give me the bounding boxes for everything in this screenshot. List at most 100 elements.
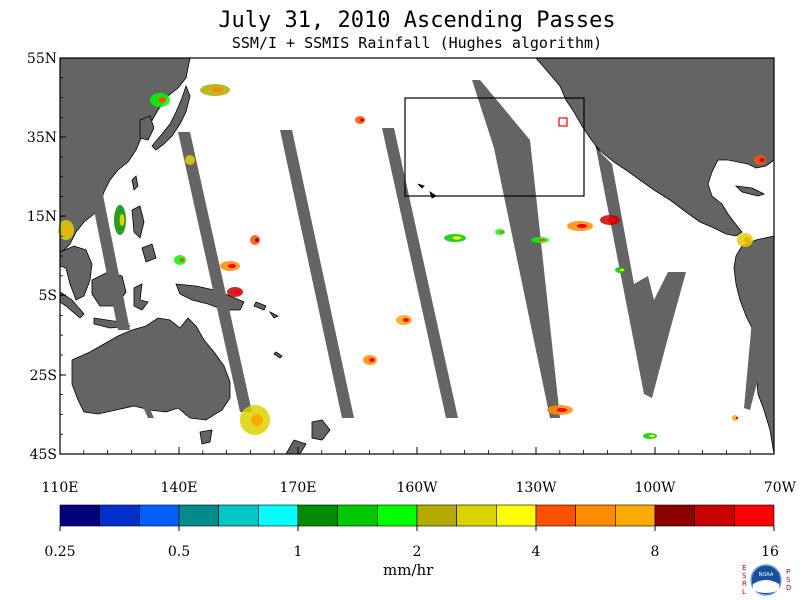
legend-swatch <box>258 504 299 527</box>
map-subtitle: SSM/I + SSMIS Rainfall (Hughes algorithm… <box>231 34 603 52</box>
legend-swatch <box>734 504 775 527</box>
rain-core <box>228 264 236 268</box>
region-box <box>404 97 585 197</box>
lon-label: 130W <box>515 480 557 496</box>
rain-core <box>190 158 194 162</box>
swath-3 <box>280 130 354 418</box>
land-hawaii <box>417 183 437 199</box>
location-marker <box>558 117 568 127</box>
lon-label: 110E <box>42 480 79 496</box>
swath-7 <box>744 320 768 410</box>
rain-core <box>500 230 504 234</box>
rain-core <box>119 214 125 226</box>
lon-label: 160W <box>396 480 438 496</box>
rain-core <box>233 290 241 294</box>
logo-esrl-s: S <box>742 572 747 580</box>
rain-core <box>759 158 765 162</box>
rain-core <box>649 434 655 438</box>
legend-tick-label: 1 <box>294 544 303 560</box>
rain-core <box>576 224 588 228</box>
swath-5 <box>472 80 560 418</box>
legend-unit: mm/hr <box>383 561 434 579</box>
legend-swatch <box>297 504 338 527</box>
legend-swatch <box>496 504 537 527</box>
legend-tick-label: 0.25 <box>44 544 75 560</box>
lat-label: 35N <box>27 130 57 146</box>
rain-core <box>158 97 166 103</box>
lat-label: 15N <box>27 209 57 225</box>
legend-swatch <box>59 504 100 527</box>
land-cuba <box>734 185 766 197</box>
land-tasmania <box>199 429 213 445</box>
rain-core <box>743 237 751 243</box>
land-taiwan <box>131 175 139 191</box>
rain-core <box>64 226 72 234</box>
lon-label: 100W <box>634 480 676 496</box>
rain-patch <box>732 415 738 421</box>
noaa-badge-text: NOAA <box>759 572 774 578</box>
satellite-swaths <box>88 80 768 418</box>
rain-core <box>360 118 364 122</box>
rain-core <box>452 236 462 240</box>
land-korea <box>139 115 155 141</box>
lat-label: 45S <box>30 447 57 463</box>
logo-esrl-l: L <box>742 588 746 596</box>
land-australia <box>71 317 231 421</box>
rain-core <box>608 218 616 222</box>
rain-core <box>369 358 375 362</box>
logo-psd-s: S <box>786 576 791 584</box>
land-new-caledonia <box>273 351 283 359</box>
lat-label: 25S <box>30 368 57 384</box>
legend-swatch <box>694 504 735 527</box>
noaa-wave-icon <box>753 580 779 593</box>
logo-psd-p: P <box>786 568 790 576</box>
lon-label: 170E <box>280 480 317 496</box>
rain-core <box>620 268 624 272</box>
legend-swatch <box>218 504 259 527</box>
land-solomons <box>253 301 279 319</box>
legend-swatch <box>654 504 695 527</box>
rain-rate-legend: 0.25 0.5 1 2 4 8 16 <box>44 504 779 560</box>
land-philippines <box>131 205 157 263</box>
legend-tick-label: 2 <box>413 544 422 560</box>
legend-swatch <box>535 504 576 527</box>
rain-core <box>211 87 223 93</box>
legend-tick-label: 0.5 <box>168 544 190 560</box>
longitude-axis: 110E 140E 170E 160W 130W 100W 70W <box>42 447 797 496</box>
land-japan <box>151 84 191 151</box>
legend-tick-label: 16 <box>761 544 779 560</box>
noaa-esrl-psd-logo: E S R L NOAA P S D <box>742 564 791 596</box>
map-title: July 31, 2010 Ascending Passes <box>218 8 616 33</box>
lon-label: 70W <box>764 480 797 496</box>
legend-swatch <box>139 504 180 527</box>
lon-label: 140E <box>161 480 198 496</box>
swath-6 <box>596 148 686 398</box>
land-north-america <box>535 57 775 237</box>
legend-swatch <box>99 504 140 527</box>
legend-swatch <box>377 504 418 527</box>
rain-core <box>179 258 185 262</box>
land-sulawesi <box>133 283 149 311</box>
rain-core <box>735 416 739 420</box>
rain-patches <box>58 84 766 439</box>
logo-esrl-e: E <box>742 564 746 572</box>
legend-swatch <box>575 504 616 527</box>
rain-core <box>255 238 259 242</box>
logo-psd-d: D <box>786 584 791 592</box>
swath-4 <box>382 128 458 418</box>
legend-swatch <box>456 504 497 527</box>
legend-tick-label: 8 <box>651 544 660 560</box>
legend-tick-label: 4 <box>532 544 541 560</box>
rain-core <box>402 318 410 322</box>
swath-1 <box>88 180 154 418</box>
latitude-axis: 55N 35N 15N 5S 25S 45S <box>27 51 66 463</box>
rain-core <box>556 408 568 412</box>
legend-swatch <box>615 504 656 527</box>
rain-core <box>538 238 546 242</box>
land-indochina <box>59 245 93 301</box>
logo-esrl-r: R <box>742 580 747 588</box>
swath-2 <box>178 132 252 412</box>
legend-swatch <box>416 504 457 527</box>
lat-label: 5S <box>39 288 58 304</box>
